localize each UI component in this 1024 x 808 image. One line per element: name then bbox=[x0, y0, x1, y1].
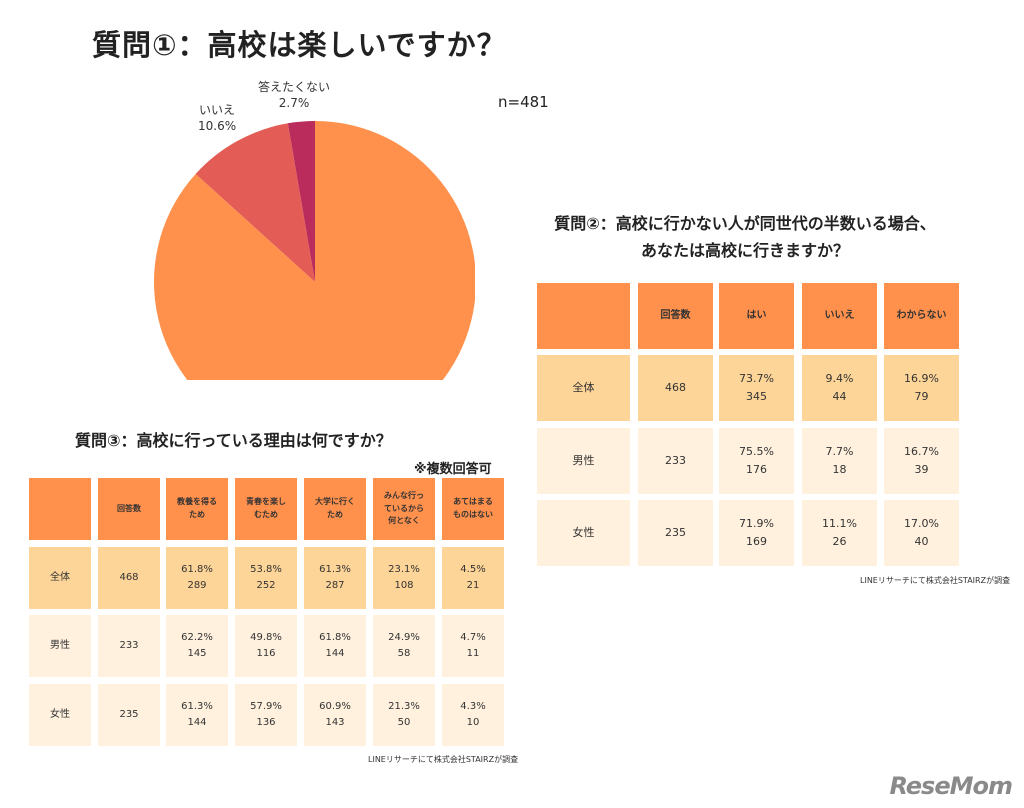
table-header-cell: 青春を楽し むため bbox=[235, 478, 297, 540]
table-cell: 全体 bbox=[29, 547, 91, 609]
table-cell: 9.4% 44 bbox=[802, 355, 877, 421]
table-cell: 男性 bbox=[29, 615, 91, 677]
table-header-cell bbox=[29, 478, 91, 540]
table-header-cell bbox=[537, 283, 630, 349]
q2-title: 質問②：高校に行かない人が同世代の半数いる場合、 あなたは高校に行きますか？ bbox=[515, 210, 975, 264]
table-header-cell: みんな行っ ているから 何となく bbox=[373, 478, 435, 540]
table-cell: 21.3% 50 bbox=[373, 684, 435, 746]
table-header-cell: 教養を得る ため bbox=[166, 478, 228, 540]
table-cell: 61.3% 287 bbox=[304, 547, 366, 609]
table-cell: 235 bbox=[638, 500, 713, 566]
table-cell: 7.7% 18 bbox=[802, 428, 877, 494]
pie-svg bbox=[154, 121, 475, 380]
table-cell: 全体 bbox=[537, 355, 630, 421]
table-header-cell: わからない bbox=[884, 283, 959, 349]
pie-chart bbox=[140, 100, 475, 380]
table-cell: 11.1% 26 bbox=[802, 500, 877, 566]
q2-title-line1: 質問②：高校に行かない人が同世代の半数いる場合、 bbox=[554, 214, 936, 233]
pie-slice-2 bbox=[287, 121, 315, 282]
table-cell: 468 bbox=[98, 547, 160, 609]
slice-label-text: いいえ bbox=[199, 103, 236, 117]
table-header-cell: いいえ bbox=[802, 283, 877, 349]
slice-label-no-answer: 答えたくない 2.7% bbox=[258, 79, 330, 111]
q3-source: LINEリサーチにて株式会社STAIRZが調査 bbox=[368, 755, 519, 764]
table-cell: 60.9% 143 bbox=[304, 684, 366, 746]
table-cell: 71.9% 169 bbox=[719, 500, 794, 566]
q3-note: ※複数回答可 bbox=[414, 462, 492, 477]
table-cell: 23.1% 108 bbox=[373, 547, 435, 609]
table-cell: 16.7% 39 bbox=[884, 428, 959, 494]
table-cell: 24.9% 58 bbox=[373, 615, 435, 677]
table-cell: 233 bbox=[98, 615, 160, 677]
table-header-cell: はい bbox=[719, 283, 794, 349]
table-header-cell: 大学に行く ため bbox=[304, 478, 366, 540]
table-header-cell: 回答数 bbox=[98, 478, 160, 540]
table-cell: 61.8% 144 bbox=[304, 615, 366, 677]
table-cell: 17.0% 40 bbox=[884, 500, 959, 566]
table-cell: 49.8% 116 bbox=[235, 615, 297, 677]
table-cell: 75.5% 176 bbox=[719, 428, 794, 494]
table-cell: 男性 bbox=[537, 428, 630, 494]
q2-title-line2: あなたは高校に行きますか？ bbox=[640, 241, 849, 260]
table-header-cell: あてはまる ものはない bbox=[442, 478, 504, 540]
table-cell: 235 bbox=[98, 684, 160, 746]
slice-label-value: 10.6% bbox=[198, 119, 237, 133]
sample-size: n=481 bbox=[498, 93, 549, 111]
resemom-logo: ReseMom bbox=[889, 772, 1013, 800]
table-cell: 53.8% 252 bbox=[235, 547, 297, 609]
slice-label-text: 答えたくない bbox=[258, 80, 331, 94]
table-cell: 73.7% 345 bbox=[719, 355, 794, 421]
table-cell: 233 bbox=[638, 428, 713, 494]
table-cell: 4.3% 10 bbox=[442, 684, 504, 746]
pie-slice-1 bbox=[195, 123, 315, 282]
q3-title: 質問③：高校に行っている理由は何ですか？ bbox=[75, 431, 392, 450]
table-cell: 女性 bbox=[29, 684, 91, 746]
table-cell: 468 bbox=[638, 355, 713, 421]
pie-slice-0 bbox=[154, 121, 475, 380]
table-cell: 61.8% 289 bbox=[166, 547, 228, 609]
table-header-cell: 回答数 bbox=[638, 283, 713, 349]
table-cell: 4.5% 21 bbox=[442, 547, 504, 609]
q2-source: LINEリサーチにて株式会社STAIRZが調査 bbox=[860, 576, 1011, 585]
table-cell: 61.3% 144 bbox=[166, 684, 228, 746]
table-cell: 16.9% 79 bbox=[884, 355, 959, 421]
slice-label-value: 2.7% bbox=[278, 96, 310, 110]
table-cell: 62.2% 145 bbox=[166, 615, 228, 677]
table-cell: 女性 bbox=[537, 500, 630, 566]
table-cell: 57.9% 136 bbox=[235, 684, 297, 746]
page-title: 質問①：高校は楽しいですか？ bbox=[92, 28, 507, 62]
table-cell: 4.7% 11 bbox=[442, 615, 504, 677]
slice-label-no: いいえ 10.6% bbox=[198, 102, 236, 134]
